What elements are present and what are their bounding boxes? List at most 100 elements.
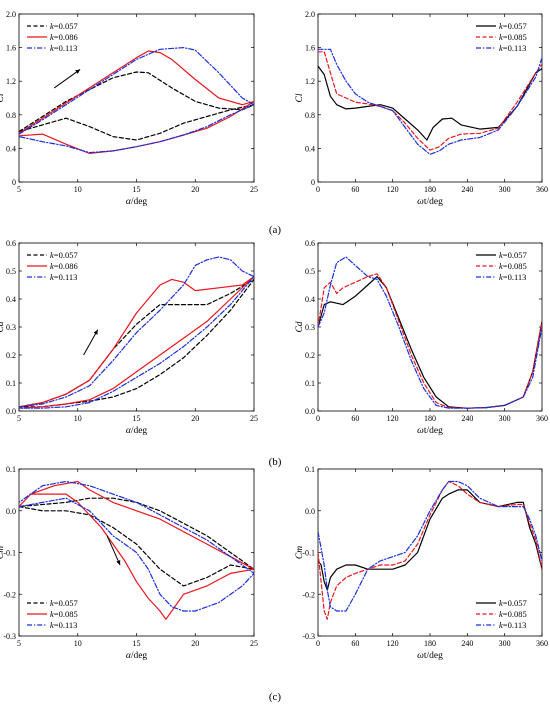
y-tick-label: -0.3 — [302, 632, 315, 641]
x-axis-label: ωt/deg — [417, 426, 443, 436]
direction-arrow — [106, 535, 121, 566]
x-axis-label: α/deg — [126, 426, 148, 436]
series-line-1 — [318, 489, 542, 591]
y-tick-label: 2.0 — [305, 10, 315, 19]
series-line-2 — [318, 480, 542, 620]
series-line-1 — [318, 276, 542, 409]
y-tick-label: 1.6 — [305, 44, 315, 53]
y-tick-label: 0.4 — [305, 295, 315, 304]
y-tick-label: 0.0 — [6, 507, 16, 516]
chart-panel-5: 5 10 15 20 25 -0.3 -0.2 -0.1 0.0 0.1 α/deg Cm k=0.05… — [0, 465, 258, 661]
x-tick-label: 360 — [536, 414, 548, 423]
y-tick-label: 0.5 — [305, 267, 315, 276]
legend-label: k=0.057 — [499, 598, 527, 608]
x-tick-label: 180 — [424, 639, 436, 648]
legend-label: k=0.113 — [50, 620, 77, 630]
x-tick-label: 180 — [424, 185, 436, 194]
y-tick-label: 0.4 — [305, 144, 315, 153]
legend-label: k=0.086 — [50, 261, 78, 271]
legend-label: k=0.085 — [499, 261, 527, 271]
chart-panel-1: 5 10 15 20 2500.40.81.21.62.0α/degClk=0.057k… — [0, 10, 258, 207]
legend-label: k=0.086 — [50, 32, 78, 42]
subfigure-label-a: (a) — [269, 224, 282, 236]
chart-panel-3: 5 10 15 20 25 0.0 0.1 0.2 0.3 0.4 0.5 0.6 α/deg Cd k=0… — [0, 239, 258, 436]
x-tick-label: 10 — [74, 185, 82, 194]
x-tick-label: 15 — [133, 639, 141, 648]
y-tick-label: 0.2 — [305, 351, 315, 360]
y-tick-label: 0 — [12, 178, 16, 187]
x-tick-label: 60 — [351, 414, 359, 423]
y-tick-label: 2.0 — [6, 10, 16, 19]
y-axis-label: Cd — [0, 321, 6, 332]
direction-arrow — [83, 329, 99, 356]
legend-label: k=0.113 — [499, 43, 526, 53]
x-axis-label: ωt/deg — [417, 651, 443, 661]
x-tick-label: 180 — [424, 414, 436, 423]
series-line-2 — [19, 276, 254, 409]
x-axis-label: ωt/deg — [417, 197, 443, 207]
y-tick-label: -0.2 — [3, 590, 16, 599]
direction-arrow-head — [116, 560, 121, 566]
y-tick-label: 1.2 — [305, 77, 315, 86]
legend-label: k=0.085 — [50, 609, 78, 619]
series-line-2 — [19, 480, 254, 620]
x-tick-label: 0 — [316, 414, 320, 423]
y-tick-label: -0.1 — [302, 549, 315, 558]
x-tick-label: 15 — [133, 185, 141, 194]
chart-panel-2: 0 60 120 180 240 300 360 0 0.4 0.8 1.2 1.6 2.0 ωt/deg… — [295, 10, 548, 207]
direction-arrow-head — [93, 329, 98, 335]
x-tick-label: 120 — [387, 414, 399, 423]
y-tick-label: 0.4 — [6, 144, 16, 153]
legend-label: k=0.085 — [499, 32, 527, 42]
y-tick-label: 0.6 — [6, 239, 16, 248]
legend-label: k=0.057 — [499, 250, 527, 260]
subfigure-label-b: (b) — [269, 456, 282, 468]
y-tick-label: -0.3 — [3, 632, 16, 641]
series-line-2 — [19, 50, 254, 154]
y-tick-label: 0.1 — [305, 379, 315, 388]
legend-label: k=0.113 — [50, 272, 77, 282]
x-tick-label: 5 — [17, 639, 21, 648]
y-tick-label: 0.3 — [6, 323, 16, 332]
x-tick-label: 25 — [250, 414, 258, 423]
series-line-1 — [318, 65, 542, 141]
y-tick-label: 0.1 — [6, 465, 16, 474]
x-tick-label: 20 — [191, 414, 199, 423]
subfigure-label-c: (c) — [269, 691, 282, 703]
x-tick-label: 120 — [387, 185, 399, 194]
x-tick-label: 0 — [316, 185, 320, 194]
x-tick-label: 360 — [536, 185, 548, 194]
y-tick-label: 0.0 — [305, 407, 315, 416]
y-tick-label: 0.6 — [305, 239, 315, 248]
y-tick-label: -0.1 — [3, 549, 16, 558]
x-tick-label: 10 — [74, 414, 82, 423]
legend-label: k=0.057 — [50, 598, 78, 608]
x-tick-label: 25 — [250, 639, 258, 648]
x-tick-label: 60 — [351, 639, 359, 648]
y-tick-label: 0.0 — [305, 507, 315, 516]
y-tick-label: 0.1 — [6, 379, 16, 388]
series-line-3 — [318, 256, 542, 409]
legend-label: k=0.113 — [499, 272, 526, 282]
series-line-1 — [19, 278, 254, 408]
y-tick-label: 1.6 — [6, 44, 16, 53]
y-axis-label: Cl — [0, 93, 6, 102]
x-tick-label: 0 — [316, 639, 320, 648]
legend-label: k=0.057 — [50, 21, 78, 31]
y-tick-label: 0.4 — [6, 295, 16, 304]
y-axis-label: Cd — [295, 321, 305, 332]
legend-label: k=0.057 — [50, 250, 78, 260]
x-tick-label: 5 — [17, 414, 21, 423]
x-tick-label: 240 — [461, 185, 473, 194]
series-line-3 — [19, 256, 254, 409]
x-tick-label: 240 — [461, 639, 473, 648]
y-tick-label: 0.1 — [305, 465, 315, 474]
x-tick-label: 300 — [499, 185, 511, 194]
y-axis-label: Cm — [0, 546, 6, 559]
chart-panel-6: 0 60 120 180 240 300 360 -0.3 -0.2 -0.1 0.0 0.1 ωt/d… — [295, 465, 548, 661]
legend-label: k=0.057 — [499, 21, 527, 31]
